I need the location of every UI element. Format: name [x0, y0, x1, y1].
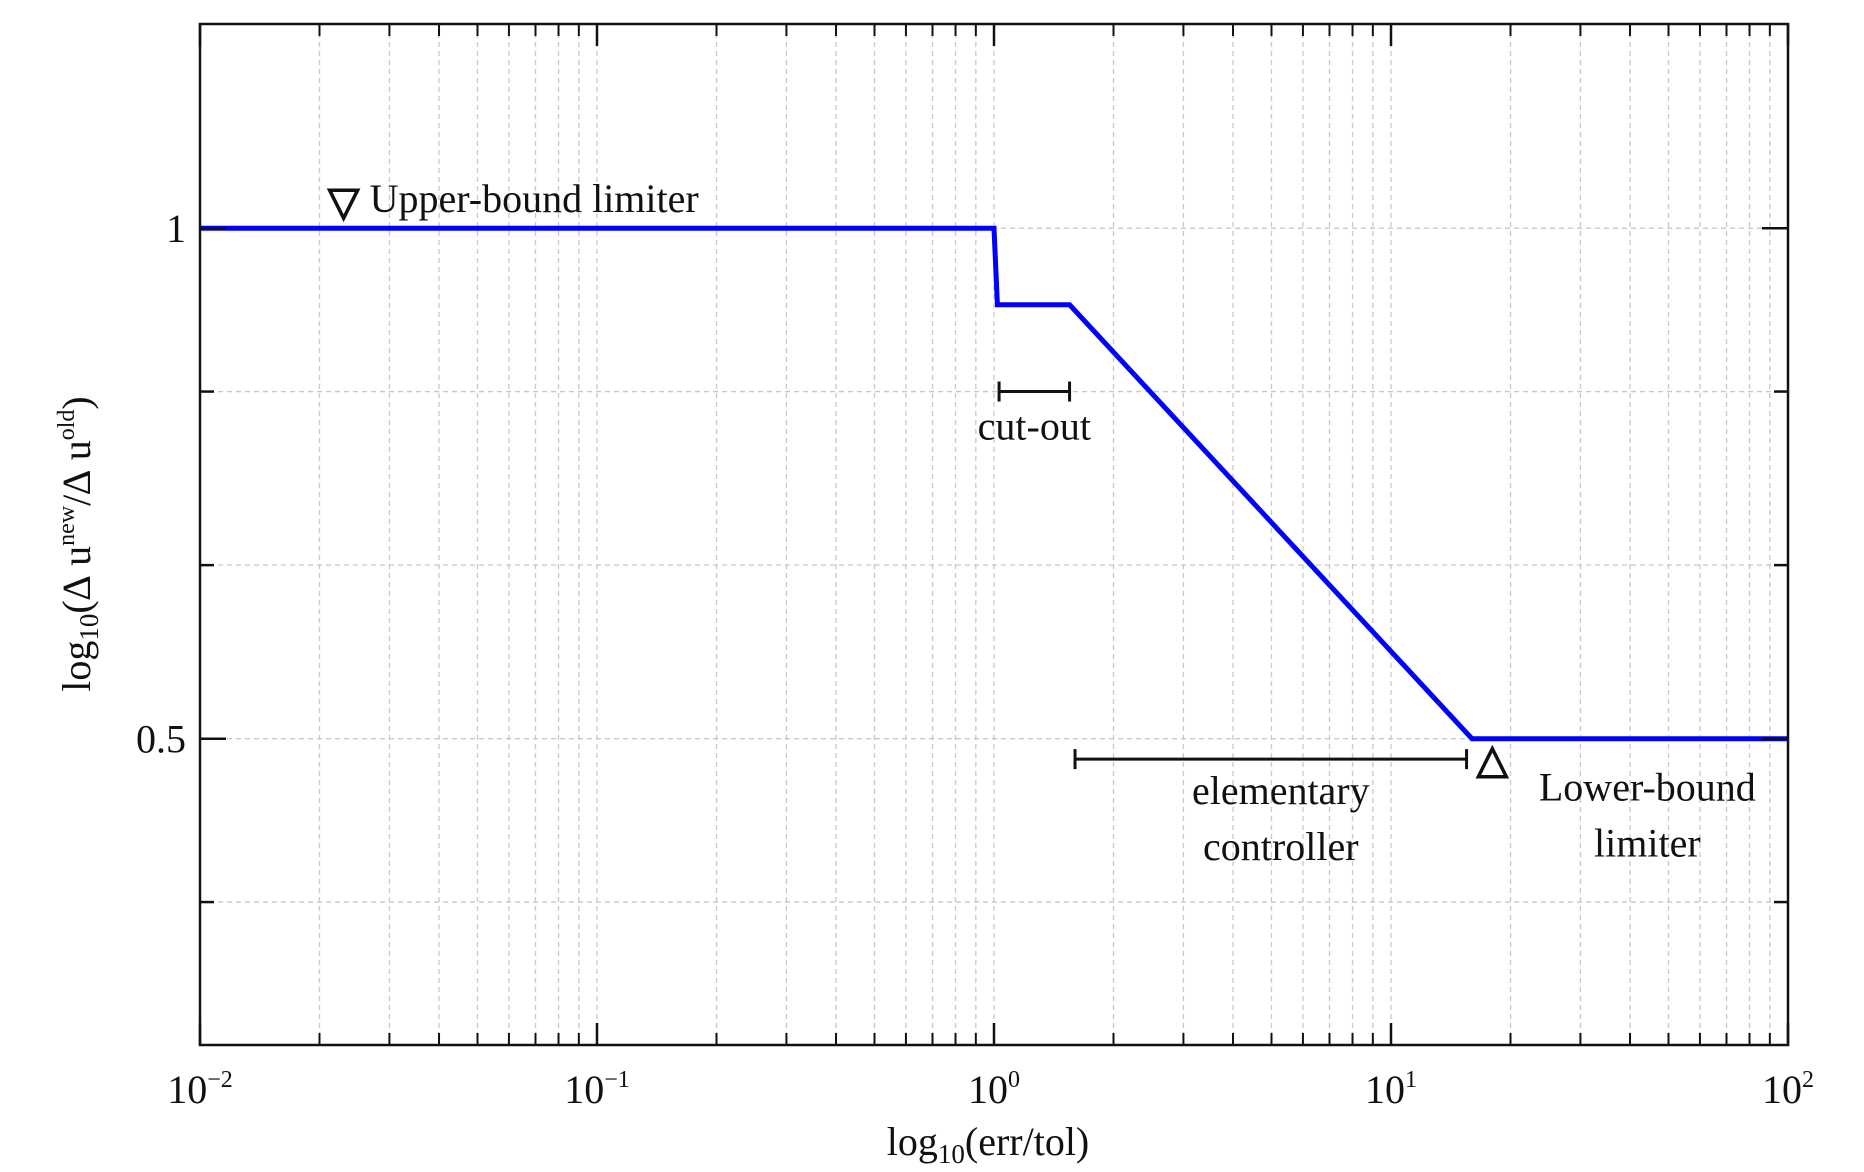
y-tick-label: 0.5 [136, 717, 186, 762]
x-tick-label: 101 [1365, 1067, 1417, 1112]
axis-ticks: 10−2 10−1 100 101 102 1 0.5 [136, 24, 1814, 1112]
x-tick-label: 10−1 [564, 1067, 630, 1112]
x-tick-label: 100 [968, 1067, 1020, 1112]
series-line [200, 225, 1788, 742]
annotations: Upper-bound limiter cut-out elementary cont… [326, 176, 1756, 869]
x-axis-label: log10(err/tol) [887, 1119, 1090, 1169]
triangle-up-icon [1475, 744, 1510, 779]
elementary-controller-label: elementary [1192, 768, 1370, 813]
lower-bound-limiter-label: limiter [1594, 821, 1701, 866]
triangle-down-icon [326, 188, 361, 223]
cut-out-label: cut-out [978, 404, 1091, 449]
y-tick-label: 1 [166, 206, 186, 251]
series-layer [200, 225, 1788, 742]
x-tick-label: 102 [1762, 1067, 1814, 1112]
elementary-controller-label: controller [1203, 824, 1359, 869]
upper-bound-limiter-label: Upper-bound limiter [370, 176, 699, 221]
lower-bound-limiter-label: Lower-bound [1539, 765, 1756, 810]
y-axis-label: log10(∆ unew/∆ uold) [54, 396, 104, 692]
x-tick-label: 10−2 [167, 1067, 233, 1112]
